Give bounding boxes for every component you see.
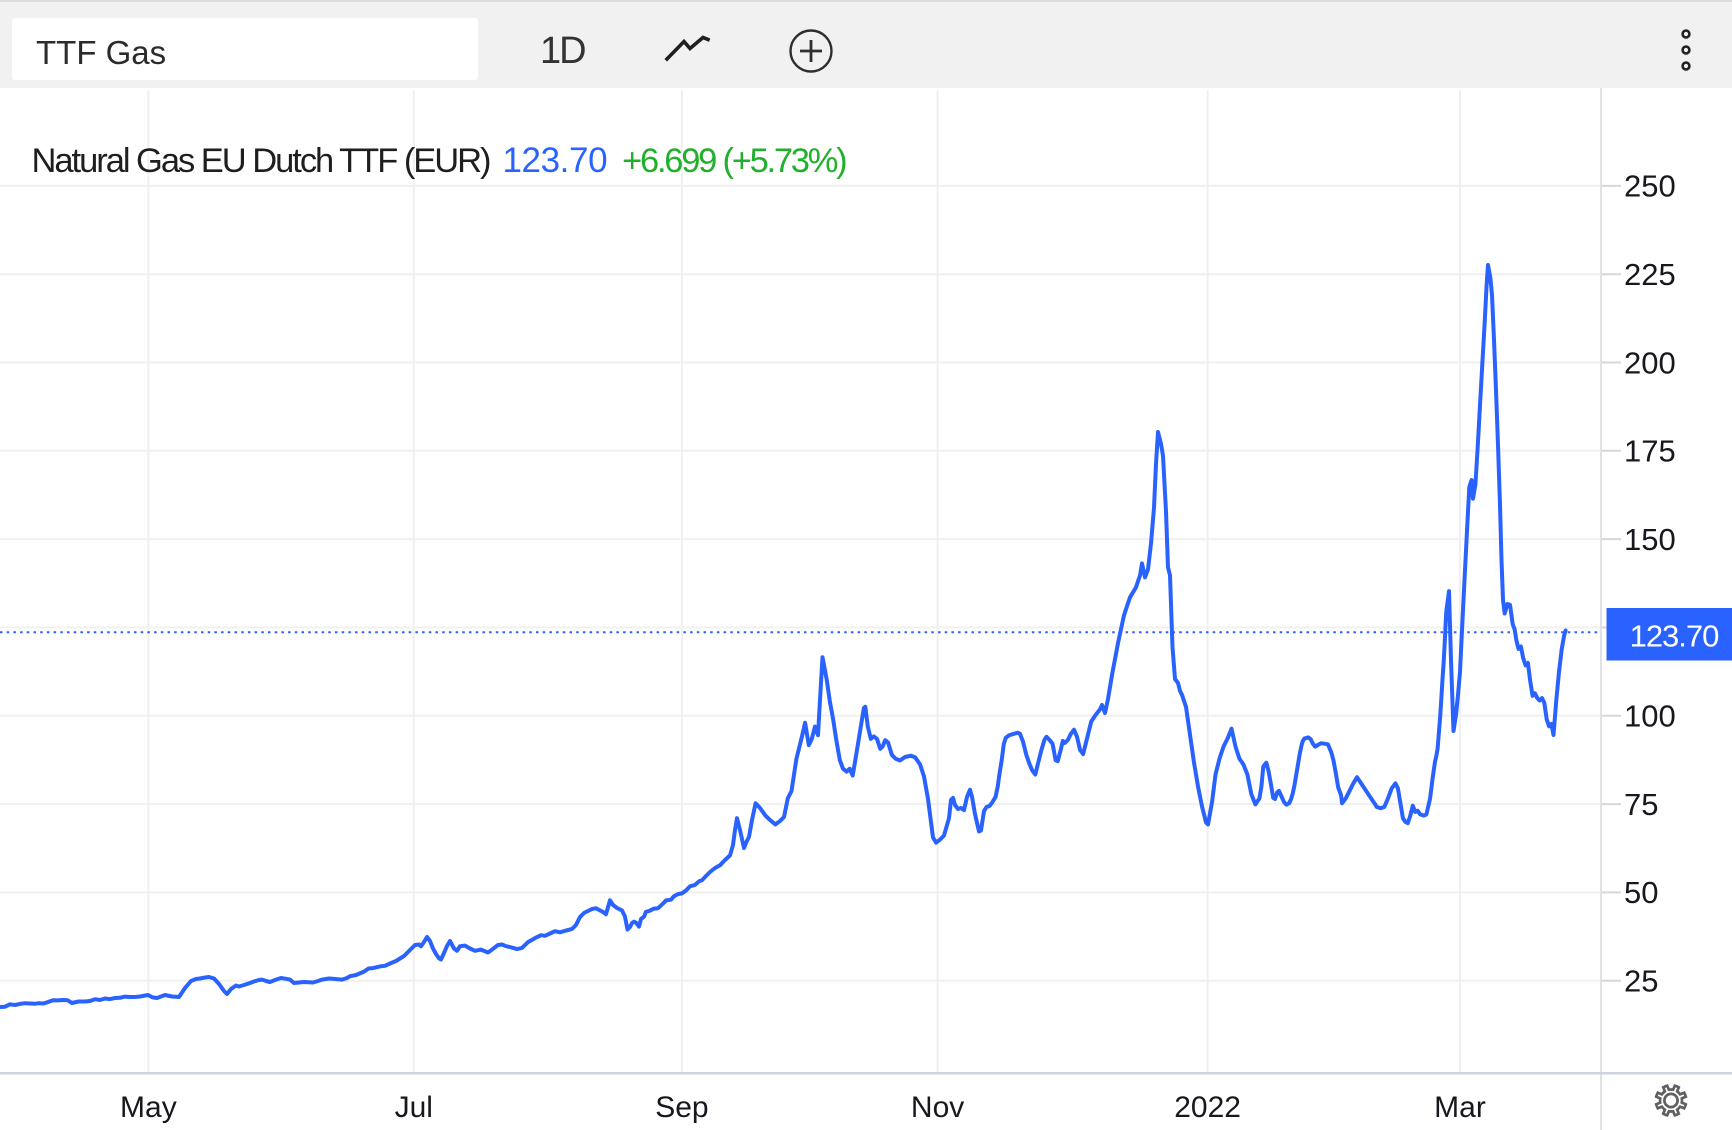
svg-text:25: 25 [1624, 964, 1658, 999]
svg-text:250: 250 [1624, 169, 1676, 204]
svg-text:200: 200 [1624, 345, 1676, 380]
svg-text:Nov: Nov [911, 1091, 964, 1124]
svg-text:50: 50 [1624, 875, 1658, 910]
svg-text:Mar: Mar [1434, 1091, 1486, 1124]
svg-text:Sep: Sep [655, 1091, 708, 1124]
svg-text:225: 225 [1624, 257, 1676, 292]
svg-text:75: 75 [1624, 787, 1658, 822]
svg-text:123.70: 123.70 [1630, 619, 1720, 654]
svg-text:Jul: Jul [395, 1091, 433, 1124]
svg-text:175: 175 [1624, 434, 1676, 469]
svg-text:2022: 2022 [1174, 1091, 1241, 1124]
svg-text:May: May [120, 1091, 177, 1124]
svg-text:100: 100 [1624, 699, 1676, 734]
svg-text:150: 150 [1624, 522, 1676, 557]
